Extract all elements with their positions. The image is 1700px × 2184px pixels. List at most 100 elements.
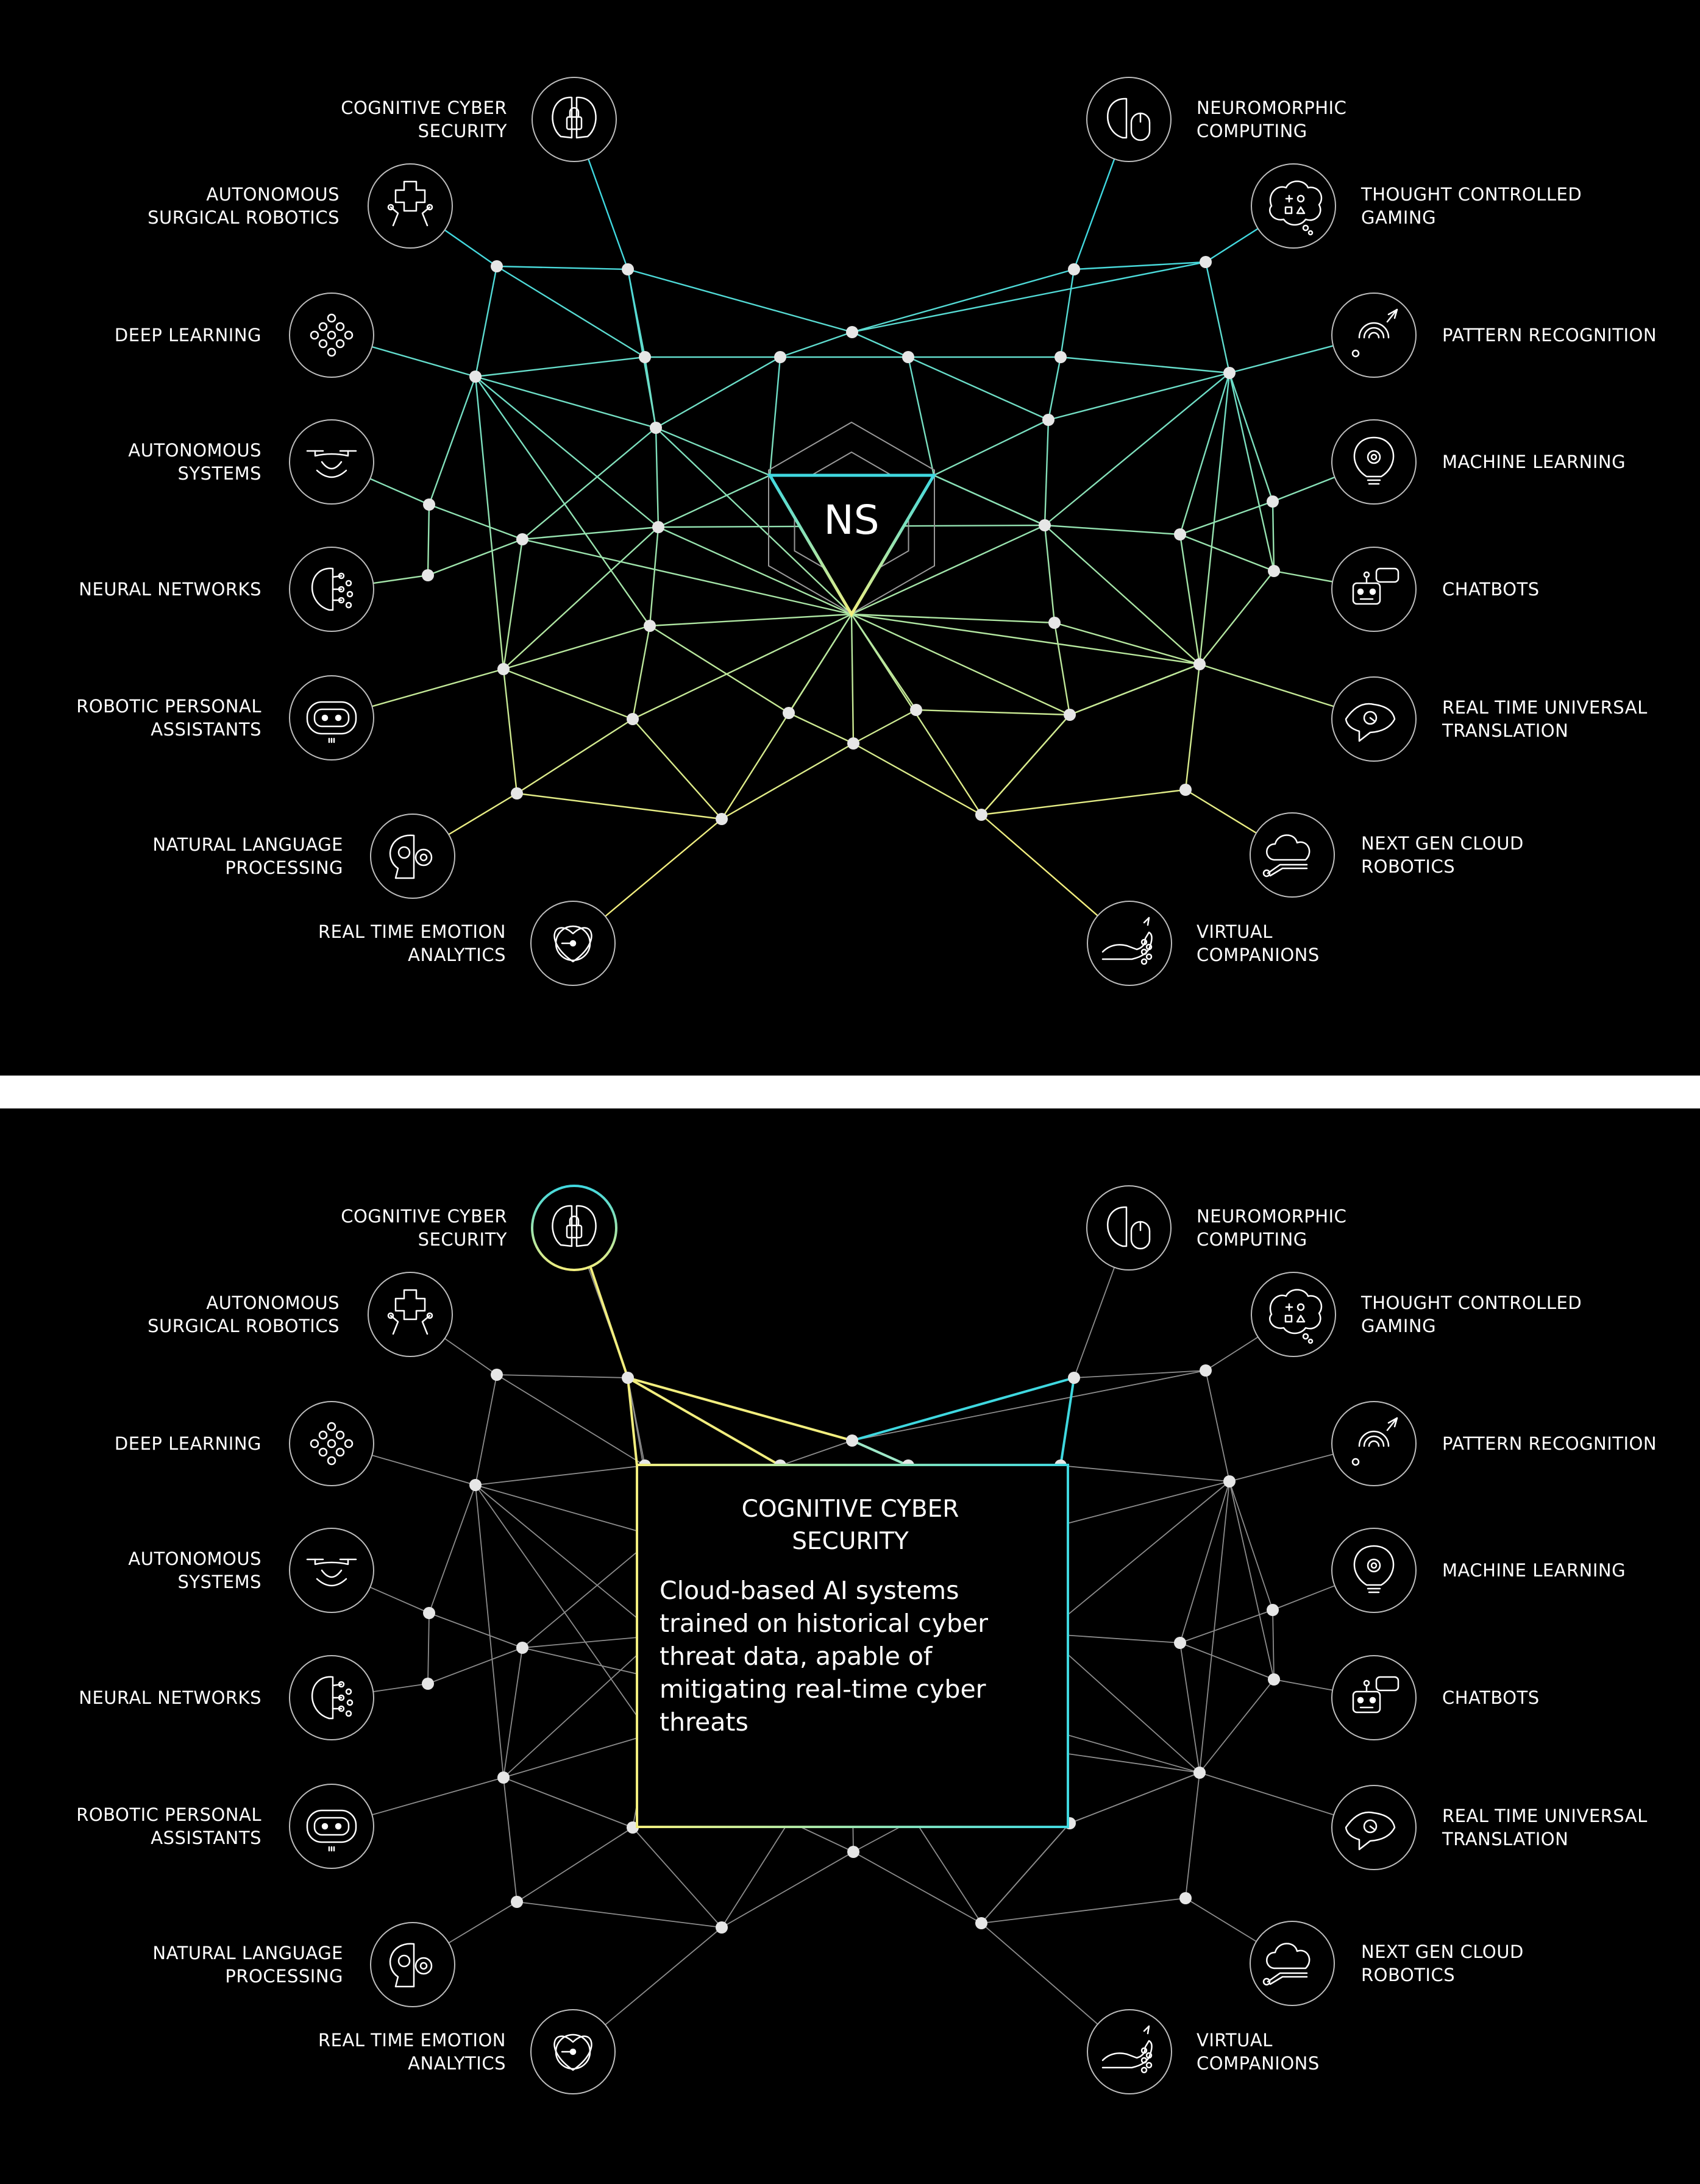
connection-line: [1179, 372, 1231, 535]
fingerprint-icon: [1351, 1417, 1398, 1466]
connection-line: [429, 1484, 476, 1614]
connection-line: [522, 526, 659, 541]
junction-node: [716, 813, 728, 825]
connection-line: [851, 524, 1045, 615]
junction-node: [469, 1479, 482, 1491]
highlighted-connection: [589, 1267, 629, 1378]
topic-deep-learning[interactable]: DEEP LEARNING: [115, 1401, 374, 1486]
connection-line: [649, 613, 852, 627]
junction-node: [847, 1846, 859, 1858]
topic-pattern-recognition[interactable]: PATTERN RECOGNITION: [1331, 1401, 1657, 1486]
connection-line: [1044, 1481, 1230, 1634]
topic-deep-learning[interactable]: DEEP LEARNING: [115, 292, 374, 378]
connection-line: [475, 1465, 646, 1486]
lightbulb-gear-icon: [1353, 1545, 1395, 1594]
connection-line: [475, 1484, 504, 1778]
topic-label-line: REAL TIME UNIVERSAL: [1442, 1806, 1648, 1826]
topic-icon-ring: [1331, 419, 1417, 505]
topic-label-line: COGNITIVE CYBER: [341, 98, 507, 118]
junction-node: [1179, 784, 1192, 796]
topic-label-line: SURGICAL ROBOTICS: [148, 1316, 340, 1336]
topic-machine-learning[interactable]: MACHINE LEARNING: [1331, 419, 1626, 505]
topic-connector-line: [1205, 228, 1259, 263]
topic-label-line: SYSTEMS: [178, 463, 262, 484]
junction-node: [1268, 565, 1280, 577]
topic-label-line: ROBOTICS: [1361, 1965, 1455, 1985]
topic-neural-networks[interactable]: NEURAL NETWORKS: [79, 547, 374, 632]
junction-node: [1179, 1892, 1192, 1904]
junction-node: [1268, 1673, 1280, 1686]
junction-node: [846, 1434, 858, 1447]
topic-next-gen-cloud-robotics[interactable]: NEXT GEN CLOUD ROBOTICS: [1250, 1921, 1524, 2006]
connection-line: [503, 1777, 633, 1828]
topic-connector-line: [1229, 345, 1334, 374]
topic-label-line: SURGICAL ROBOTICS: [148, 207, 340, 228]
connection-line: [503, 1635, 659, 1778]
topic-icon-ring: [289, 547, 374, 632]
topic-connector-line: [448, 792, 517, 835]
connection-line: [769, 356, 781, 476]
connection-line: [851, 613, 1200, 665]
hand-sparkle-icon: [1101, 2025, 1153, 2074]
junction-node: [1048, 617, 1061, 629]
topic-label-line: MACHINE LEARNING: [1442, 1560, 1626, 1581]
topic-connector-line: [371, 346, 476, 378]
topic-label-line: REAL TIME UNIVERSAL: [1442, 697, 1648, 718]
topic-label-line: DEEP LEARNING: [115, 1433, 261, 1454]
topic-label-line: ASSISTANTS: [151, 719, 261, 740]
topic-label-line: REAL TIME EMOTION: [318, 2030, 506, 2051]
topic-pattern-recognition[interactable]: PATTERN RECOGNITION: [1331, 292, 1657, 378]
junction-node: [1267, 1604, 1279, 1616]
chatbot-icon: [1352, 1676, 1399, 1714]
topic-neural-networks[interactable]: NEURAL NETWORKS: [79, 1655, 374, 1740]
topic-detail-panel: COGNITIVE CYBER SECURITY AUTONOMOUS SURGICA…: [0, 1108, 1700, 2184]
junction-nodes: [422, 256, 1280, 825]
connection-line: [721, 1851, 854, 1928]
topic-chatbots[interactable]: CHATBOTS: [1331, 547, 1540, 632]
junction-node: [422, 1678, 434, 1690]
robot-face-icon: [306, 1809, 357, 1852]
junction-node: [469, 370, 482, 383]
highlighted-connection: [627, 1377, 781, 1467]
topic-icon-ring: [289, 675, 374, 760]
topic-label-line: NEXT GEN CLOUD: [1361, 1941, 1524, 1962]
connection-line: [1185, 1772, 1200, 1899]
junction-node: [847, 737, 859, 750]
connection-line: [632, 718, 722, 820]
head-gears-icon: [389, 1943, 433, 1988]
topic-machine-learning[interactable]: MACHINE LEARNING: [1331, 1528, 1626, 1613]
connection-line: [1199, 570, 1275, 665]
connection-line: [627, 268, 853, 333]
topic-label-line: NATURAL LANGUAGE: [152, 1943, 343, 1963]
junction-node: [1200, 1364, 1212, 1377]
connection-line: [1205, 1370, 1230, 1482]
brain-lock-icon: [552, 1205, 597, 1247]
connection-line: [655, 427, 770, 477]
center-hub[interactable]: NS: [767, 421, 937, 617]
topic-icon-ring: [1331, 676, 1417, 762]
connection-line: [475, 1484, 656, 1537]
topic-chatbots[interactable]: CHATBOTS: [1331, 1655, 1540, 1740]
connection-line: [1179, 1481, 1230, 1643]
